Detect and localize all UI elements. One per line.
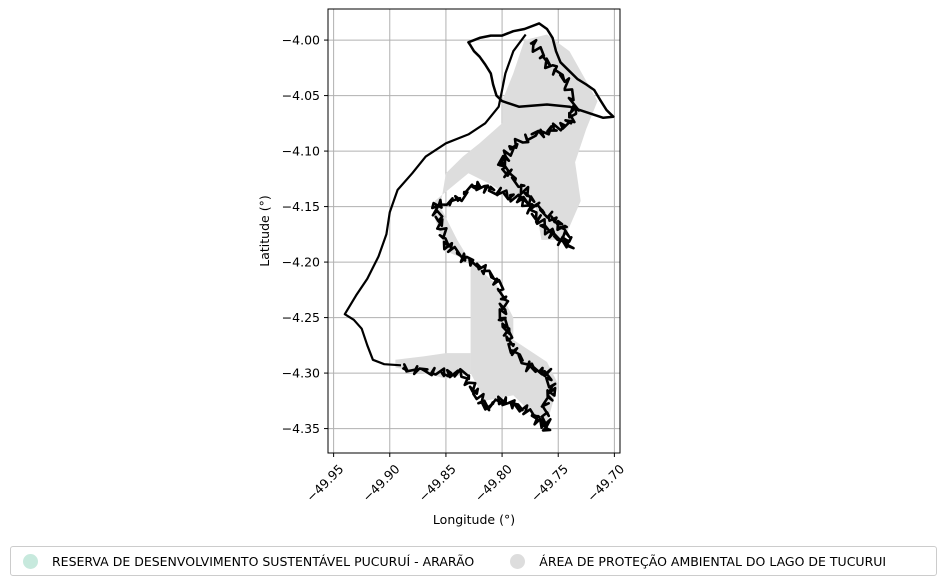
y-tick-label-6: −4.30 <box>282 366 320 381</box>
y-tick-label-3: −4.15 <box>282 199 320 214</box>
legend: RESERVA DE DESENVOLVIMENTO SUSTENTÁVEL P… <box>10 546 937 576</box>
y-tick-label-7: −4.35 <box>282 421 320 436</box>
y-tick-label-0: −4.00 <box>282 33 320 48</box>
x-tick-label-3: −49.80 <box>472 461 515 504</box>
x-axis-label: Longitude (°) <box>433 512 515 527</box>
y-axis-label: Latitude (°) <box>257 195 272 266</box>
map-figure: −49.95 −49.90 −49.85 −49.80 −49.75 −49.70 −4.… <box>0 0 947 545</box>
legend-item-rds: RESERVA DE DESENVOLVIMENTO SUSTENTÁVEL P… <box>23 554 474 569</box>
legend-label-rds: RESERVA DE DESENVOLVIMENTO SUSTENTÁVEL P… <box>52 554 474 569</box>
x-tick-label-0: −49.95 <box>303 461 346 504</box>
y-tick-label-5: −4.25 <box>282 310 320 325</box>
x-tick-label-2: −49.85 <box>416 461 459 504</box>
x-axis-ticks: −49.95 −49.90 −49.85 −49.80 −49.75 −49.70 <box>303 453 627 505</box>
y-tick-label-2: −4.10 <box>282 144 320 159</box>
y-tick-label-1: −4.05 <box>282 88 320 103</box>
x-tick-label-4: −49.75 <box>528 461 571 504</box>
plot-area <box>328 9 620 453</box>
x-tick-label-5: −49.70 <box>584 461 627 504</box>
y-axis-ticks: −4.00 −4.05 −4.10 −4.15 −4.20 −4.25 −4.30 −4.35 <box>282 33 328 437</box>
legend-marker-rds <box>23 554 38 569</box>
legend-item-apa: ÁREA DE PROTEÇÃO AMBIENTAL DO LAGO DE TU… <box>510 554 886 569</box>
y-tick-label-4: −4.20 <box>282 255 320 270</box>
x-tick-label-1: −49.90 <box>359 461 402 504</box>
legend-marker-apa <box>510 554 525 569</box>
legend-label-apa: ÁREA DE PROTEÇÃO AMBIENTAL DO LAGO DE TU… <box>539 554 886 569</box>
